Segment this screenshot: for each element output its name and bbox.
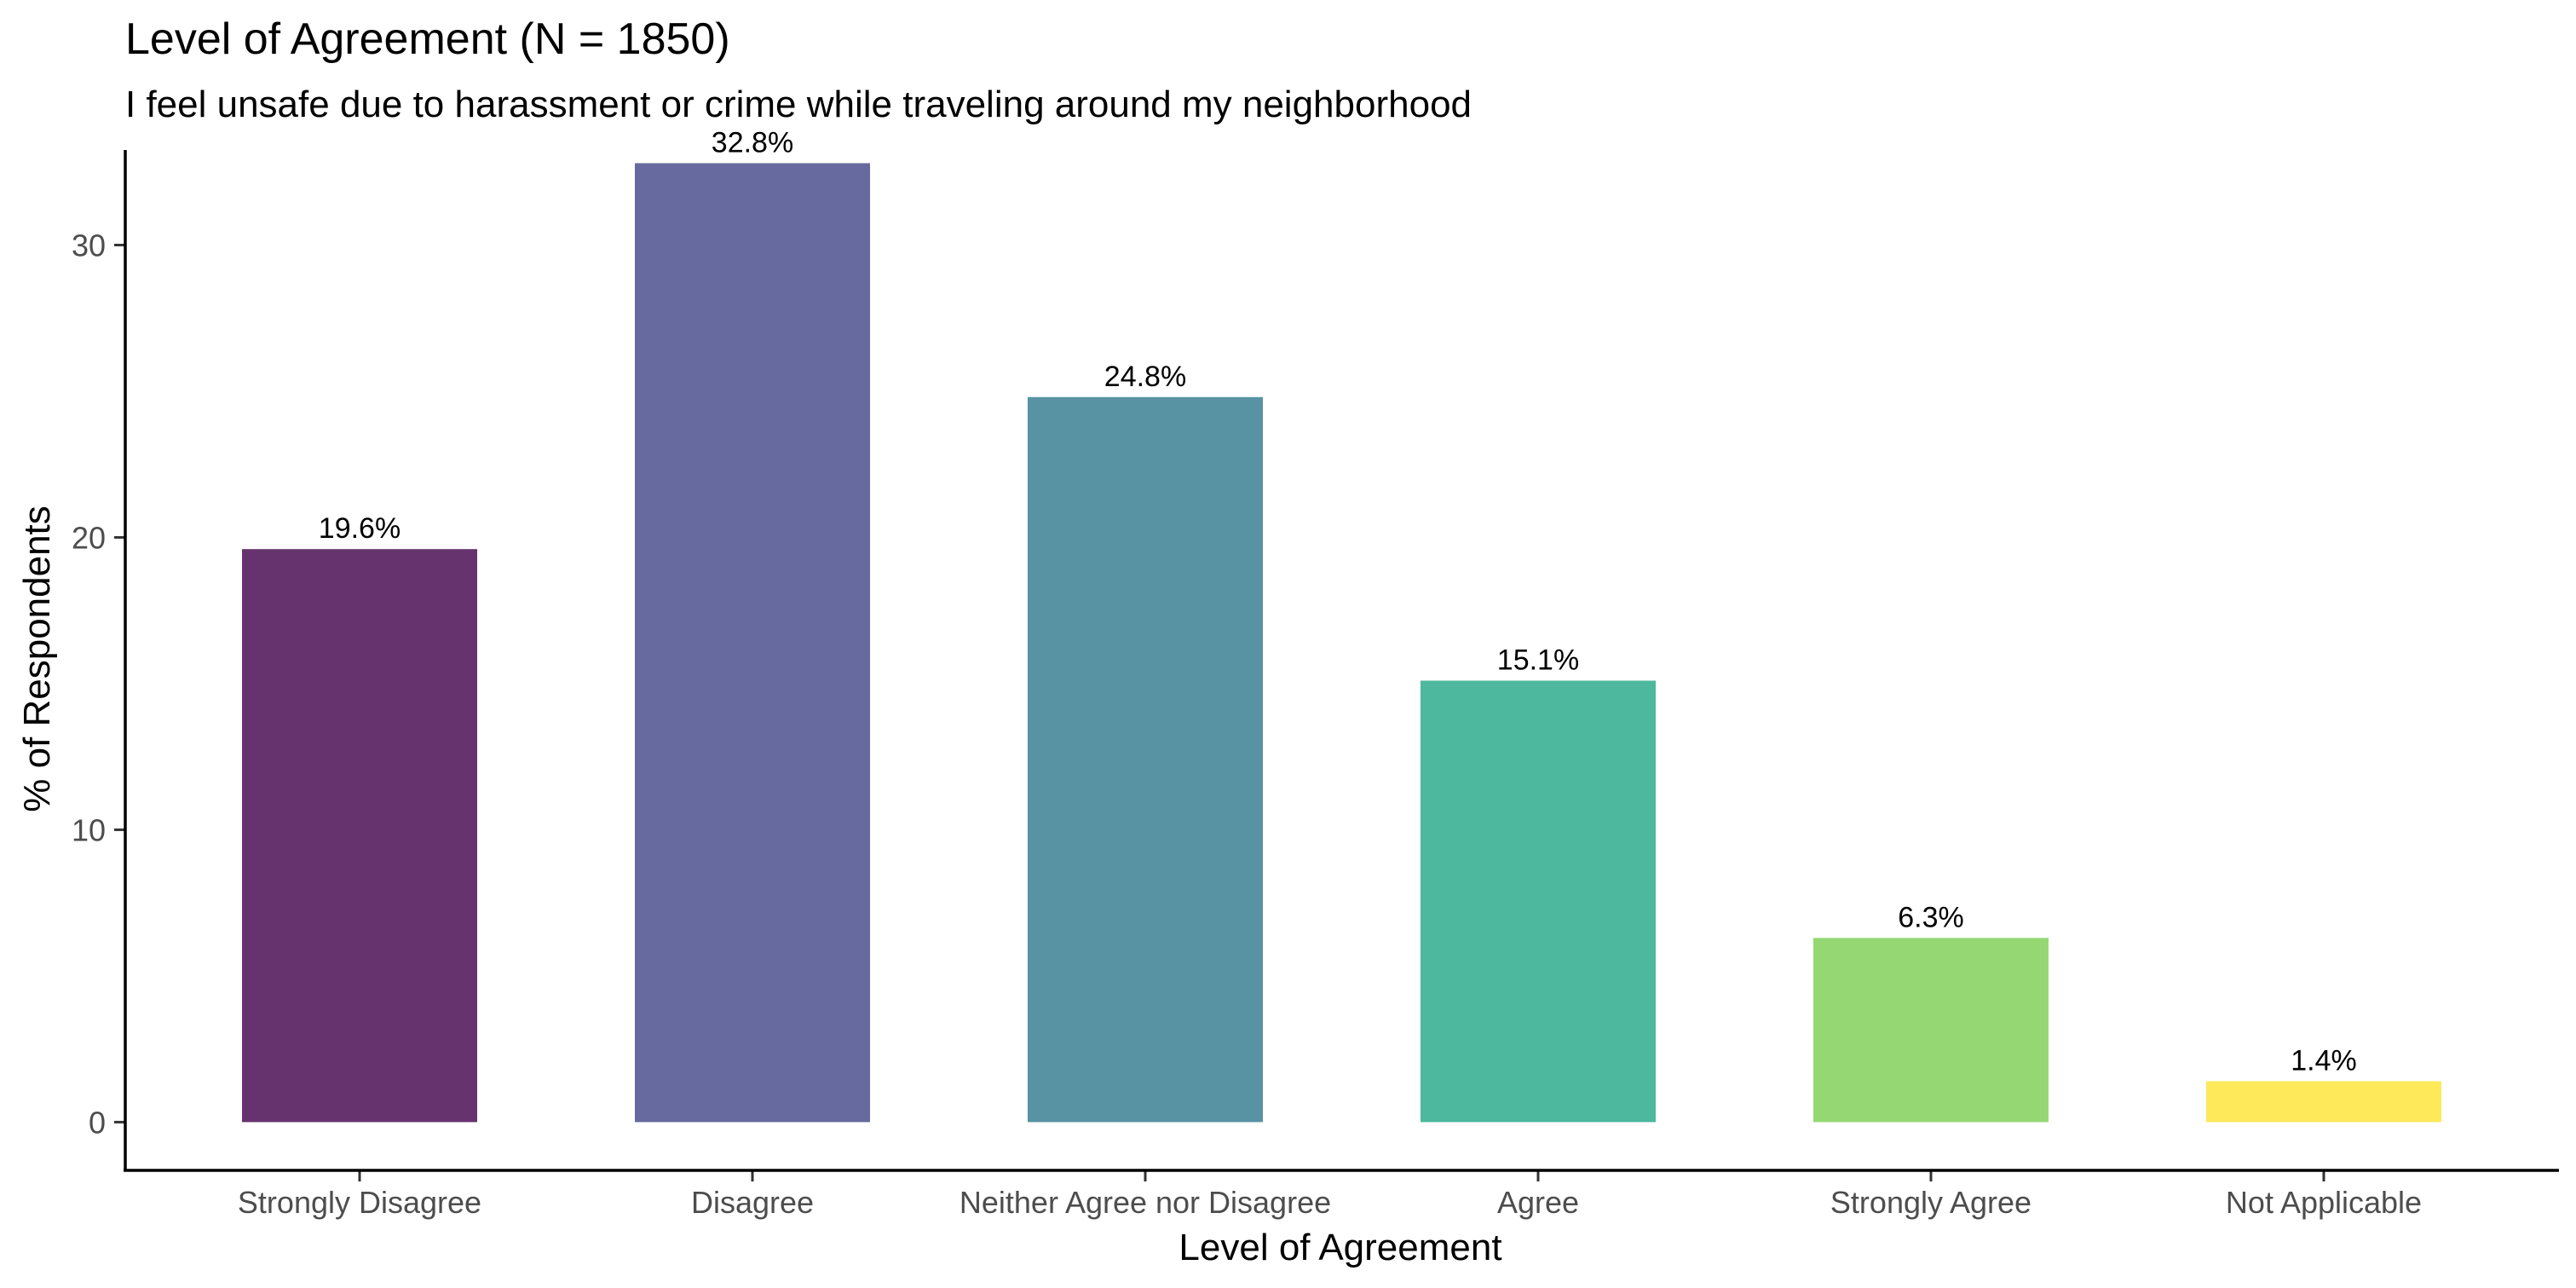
x-tick-label: Disagree bbox=[691, 1185, 814, 1220]
x-tick-label: Agree bbox=[1497, 1185, 1579, 1220]
bar-value-label: 15.1% bbox=[1497, 644, 1579, 677]
bar-value-label: 19.6% bbox=[319, 512, 401, 545]
x-tick-label: Strongly Disagree bbox=[238, 1185, 481, 1220]
y-tick-label: 30 bbox=[72, 228, 106, 263]
bar bbox=[1028, 396, 1263, 1123]
bar bbox=[635, 163, 870, 1123]
bar-value-label: 1.4% bbox=[2291, 1044, 2357, 1077]
y-tick-label: 20 bbox=[72, 520, 106, 555]
bar bbox=[1421, 680, 1656, 1123]
y-tick-label: 0 bbox=[89, 1105, 106, 1140]
bar bbox=[242, 549, 477, 1123]
chart-subtitle: I feel unsafe due to harassment or crime… bbox=[125, 84, 1472, 125]
y-axis-ticks: 0 10 20 30 bbox=[72, 228, 125, 1140]
bar-value-label: 32.8% bbox=[712, 126, 793, 159]
bar-data-labels: 19.6% 32.8% 24.8% 15.1% 6.3% 1.4% bbox=[319, 126, 2357, 1077]
bars bbox=[242, 163, 2441, 1123]
y-axis-title: % of Respondents bbox=[16, 505, 58, 812]
chart-title: Level of Agreement (N = 1850) bbox=[125, 14, 730, 64]
x-tick-label: Not Applicable bbox=[2226, 1185, 2422, 1220]
x-tick-label: Strongly Agree bbox=[1830, 1185, 2031, 1220]
bar-value-label: 24.8% bbox=[1104, 361, 1186, 393]
y-tick-label: 10 bbox=[72, 812, 106, 847]
bar bbox=[2206, 1081, 2441, 1123]
x-tick-label: Neither Agree nor Disagree bbox=[960, 1185, 1331, 1220]
bar-value-label: 6.3% bbox=[1898, 901, 1964, 933]
bar bbox=[1813, 938, 2049, 1123]
x-axis-title: Level of Agreement bbox=[1179, 1227, 1501, 1268]
x-axis-ticks: Strongly Disagree Disagree Neither Agree n… bbox=[238, 1170, 2422, 1220]
